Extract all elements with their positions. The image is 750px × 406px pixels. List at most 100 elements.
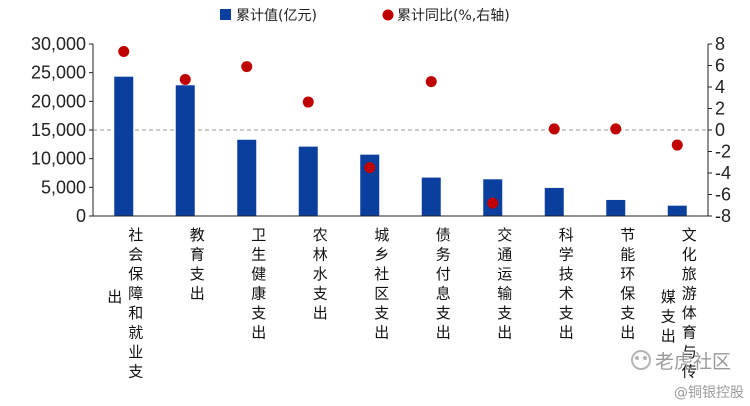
watermark: 老虎社区 @铜银控股 — [631, 350, 744, 401]
bar — [114, 76, 134, 217]
dot — [671, 139, 683, 151]
svg-text:支: 支 — [374, 304, 389, 322]
legend-label-dot: 累计同比(%,右轴) — [397, 8, 510, 24]
svg-text:支: 支 — [128, 363, 143, 381]
bars — [114, 76, 687, 217]
watermark-title: 老虎社区 — [655, 351, 731, 373]
bar — [175, 85, 195, 216]
bar — [237, 139, 257, 216]
left-tick-label: 20,000 — [31, 91, 86, 111]
svg-text:支: 支 — [313, 285, 328, 303]
svg-text:城: 城 — [374, 226, 389, 244]
svg-text:林: 林 — [313, 246, 328, 264]
category-labels: 社会保障和就业支出教育支出卫生健康支出农林水支出城乡社区支出债务付息支出交通运输… — [107, 226, 697, 381]
dot — [179, 73, 191, 85]
svg-text:出: 出 — [661, 327, 676, 345]
watermark-subtitle: @铜银控股 — [674, 385, 744, 401]
svg-text:技: 技 — [559, 265, 574, 283]
svg-text:出: 出 — [251, 324, 266, 342]
dot — [302, 96, 314, 108]
svg-text:支: 支 — [251, 304, 266, 322]
svg-text:学: 学 — [559, 246, 574, 264]
svg-text:水: 水 — [313, 265, 328, 283]
right-tick-label: -8 — [715, 206, 731, 226]
svg-text:卫: 卫 — [251, 226, 266, 244]
bar — [544, 187, 564, 216]
left-tick-label: 0 — [76, 206, 86, 226]
svg-text:旅: 旅 — [682, 265, 697, 283]
svg-text:术: 术 — [559, 285, 574, 303]
left-tick-label: 10,000 — [31, 149, 86, 169]
svg-text:生: 生 — [251, 246, 266, 264]
svg-text:出: 出 — [497, 324, 512, 342]
svg-text:育: 育 — [190, 246, 205, 264]
left-axis-ticks: 0 5,000 10,000 15,000 20,000 25,000 30,000 — [31, 34, 93, 226]
svg-text:出: 出 — [107, 288, 122, 306]
svg-text:就: 就 — [128, 324, 143, 342]
legend: 累计值(亿元) 累计同比(%,右轴) — [220, 8, 510, 24]
legend-marker-bar — [220, 9, 231, 20]
svg-text:能: 能 — [620, 246, 635, 264]
svg-text:支: 支 — [559, 304, 574, 322]
dot — [425, 76, 437, 88]
bar — [606, 199, 626, 216]
bar — [421, 177, 441, 216]
svg-text:支: 支 — [436, 304, 451, 322]
svg-text:环: 环 — [620, 265, 635, 283]
svg-text:支: 支 — [620, 304, 635, 322]
svg-text:传: 传 — [682, 363, 697, 381]
svg-text:出: 出 — [559, 324, 574, 342]
svg-text:社: 社 — [374, 265, 389, 283]
svg-text:出: 出 — [190, 285, 205, 303]
svg-text:保: 保 — [620, 285, 635, 303]
left-tick-label: 30,000 — [31, 34, 86, 54]
svg-text:支: 支 — [661, 308, 676, 326]
svg-text:健: 健 — [251, 265, 266, 283]
svg-text:债: 债 — [436, 226, 451, 244]
svg-text:媒: 媒 — [661, 288, 676, 306]
legend-marker-dot — [382, 9, 394, 21]
svg-text:出: 出 — [620, 324, 635, 342]
right-tick-label: 0 — [715, 120, 725, 140]
svg-text:出: 出 — [313, 304, 328, 322]
svg-text:育: 育 — [682, 324, 697, 342]
dot — [548, 123, 560, 135]
bar — [298, 146, 318, 216]
svg-text:业: 业 — [128, 343, 143, 361]
svg-text:出: 出 — [374, 324, 389, 342]
svg-text:务: 务 — [436, 246, 451, 264]
svg-text:出: 出 — [436, 324, 451, 342]
left-tick-label: 25,000 — [31, 63, 86, 83]
bar — [667, 205, 687, 216]
right-tick-label: -2 — [715, 142, 731, 162]
svg-text:康: 康 — [251, 285, 266, 303]
dot — [241, 61, 253, 73]
dot — [118, 46, 130, 58]
right-tick-label: -4 — [715, 163, 731, 183]
dot — [610, 123, 622, 135]
svg-text:输: 输 — [497, 285, 512, 303]
watermark-logo-icon — [631, 350, 651, 370]
svg-text:科: 科 — [559, 226, 574, 244]
dots — [118, 46, 683, 209]
right-tick-label: 8 — [715, 34, 725, 54]
right-tick-label: 4 — [715, 77, 725, 97]
svg-text:支: 支 — [497, 304, 512, 322]
svg-text:保: 保 — [128, 265, 143, 283]
right-tick-label: 6 — [715, 56, 725, 76]
svg-text:体: 体 — [682, 304, 697, 322]
svg-text:文: 文 — [682, 226, 697, 244]
right-tick-label: 2 — [715, 99, 725, 119]
